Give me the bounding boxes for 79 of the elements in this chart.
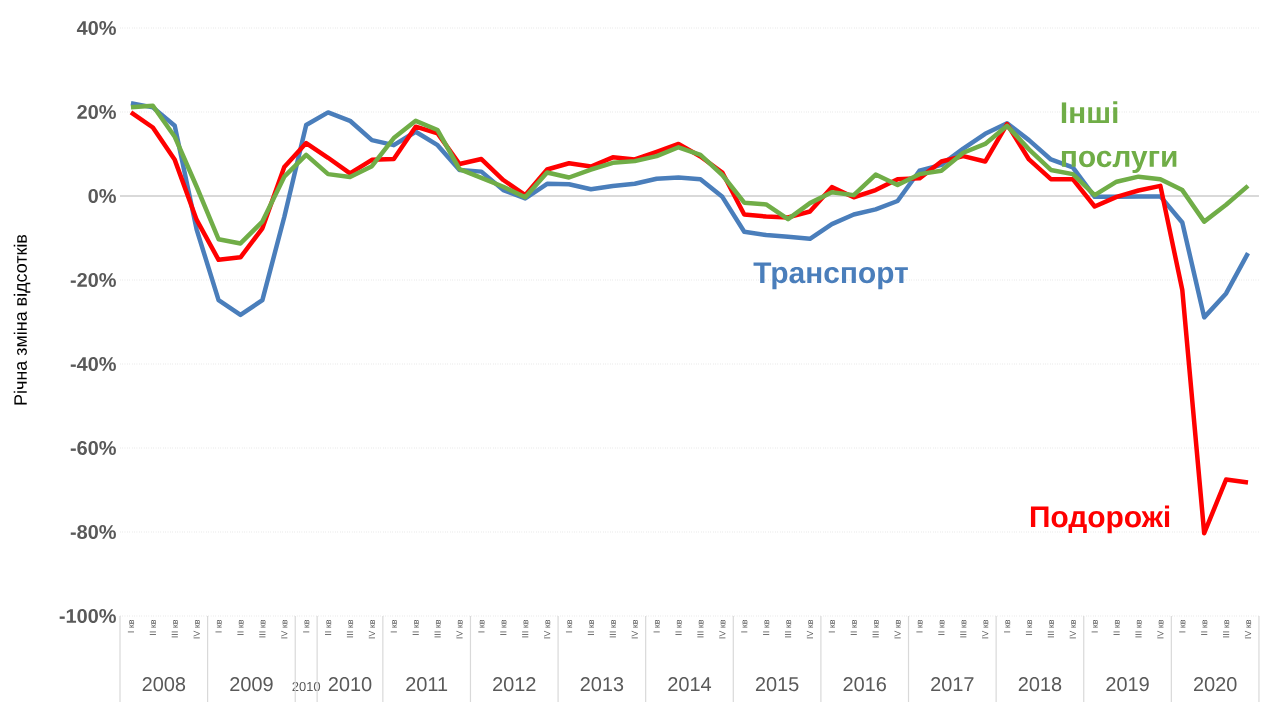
x-tick-label: IV кв — [1069, 619, 1076, 639]
x-tick-label: III кв — [346, 619, 354, 638]
x-tick-label: IV кв — [894, 619, 901, 639]
line-series — [128, 103, 1251, 246]
text: 2010 — [328, 677, 372, 692]
text: 2013 — [580, 677, 624, 692]
x-tick-label: II кв — [587, 619, 595, 635]
x-tick-label: III кв — [609, 619, 616, 638]
x-tick-label: IV кв — [456, 619, 463, 639]
x-tick-label: III кв — [522, 619, 529, 638]
x-tick-label: I кв — [828, 619, 835, 633]
x-tick-label: III кв — [1047, 619, 1054, 638]
x-tick-label: II кв — [412, 619, 419, 635]
y-tick-label: -80% — [70, 524, 116, 540]
text: 2010 — [292, 681, 321, 692]
x-tick-label: I кв — [653, 619, 660, 633]
y-tick-label: 40% — [76, 20, 116, 36]
text: 2008 — [142, 677, 186, 692]
x-tick-label: III кв — [1223, 619, 1230, 638]
text: 2019 — [1106, 677, 1149, 692]
text: 2020 — [1193, 677, 1237, 692]
x-tick-label: II кв — [500, 619, 507, 635]
x-tick-label: I кв — [1179, 619, 1186, 633]
x-tick-label: IV кв — [1244, 619, 1252, 639]
x-tick-label: III кв — [784, 619, 792, 638]
x-tick-label: IV кв — [1157, 619, 1164, 639]
x-tick-label: II кв — [237, 619, 244, 635]
x-tick-label: III кв — [434, 619, 441, 638]
y-tick-label: -100% — [59, 608, 116, 624]
x-tick-label: IV кв — [631, 619, 638, 639]
y-tick-label: -20% — [70, 272, 116, 288]
y-tick-label: -60% — [70, 440, 116, 456]
x-tick-label: II кв — [1113, 619, 1120, 635]
series-label: Інші послуги — [1061, 101, 1177, 174]
x-tick-label: III кв — [697, 619, 704, 638]
text: 2014 — [668, 677, 712, 692]
x-tick-label: II кв — [325, 619, 332, 635]
x-tick-label: II кв — [850, 619, 857, 635]
x-tick-label: II кв — [763, 619, 770, 635]
x-tick-label: IV кв — [544, 619, 551, 639]
x-tick-label: I кв — [1003, 619, 1011, 633]
y-tick-label: -40% — [70, 356, 116, 372]
x-tick-label: I кв — [127, 619, 135, 633]
text: 2009 — [230, 677, 273, 692]
y-tick-label: 20% — [77, 104, 116, 120]
text: 2015 — [755, 677, 799, 692]
x-tick-label: I кв — [478, 619, 485, 633]
text: 2011 — [406, 677, 448, 692]
text: 2017 — [931, 677, 974, 692]
x-tick-label: IV кв — [281, 619, 288, 639]
x-tick-label: IV кв — [368, 619, 375, 639]
x-tick-label: I кв — [390, 619, 397, 633]
text: 2018 — [1018, 677, 1062, 692]
x-tick-label: II кв — [675, 619, 682, 635]
x-tick-label: III кв — [171, 619, 178, 638]
y-tick-label: 0% — [88, 188, 116, 204]
x-tick-label: II кв — [938, 619, 945, 635]
x-tick-label: I кв — [741, 619, 748, 633]
x-tick-label: III кв — [259, 619, 266, 638]
y-axis-title: Річна зміна відсотків — [13, 234, 31, 405]
x-tick-label: III кв — [872, 619, 879, 638]
x-tick-label: I кв — [303, 619, 310, 633]
x-tick-label: I кв — [916, 619, 923, 633]
x-tick-label: I кв — [215, 619, 222, 633]
x-tick-label: IV кв — [193, 619, 200, 639]
x-tick-label: II кв — [149, 619, 156, 635]
x-tick-label: I кв — [565, 619, 573, 633]
series-label: Подорожі — [1030, 505, 1170, 534]
x-tick-label: III кв — [960, 619, 967, 638]
x-tick-label: IV кв — [806, 619, 814, 639]
x-tick-label: IV кв — [982, 619, 989, 639]
x-tick-label: II кв — [1025, 619, 1033, 635]
x-tick-label: II кв — [1201, 619, 1208, 635]
x-tick-label: IV кв — [719, 619, 726, 639]
series-label: Транспорт — [753, 262, 908, 290]
x-tick-label: I кв — [1091, 619, 1098, 633]
text: 2016 — [843, 677, 886, 692]
text: 2012 — [493, 677, 536, 692]
x-tick-label: III кв — [1135, 619, 1142, 638]
